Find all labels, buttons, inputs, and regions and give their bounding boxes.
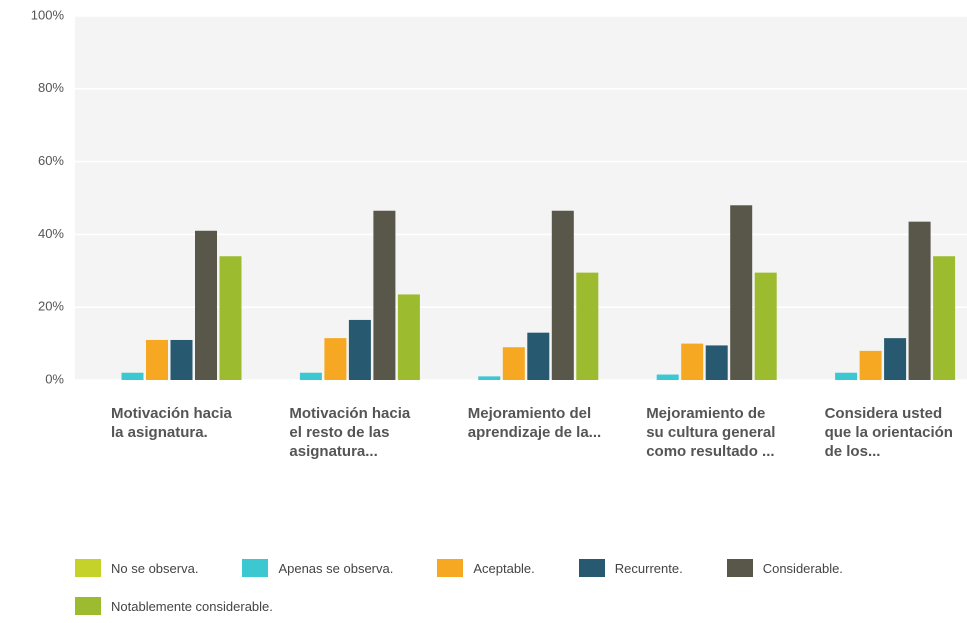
bar <box>908 221 931 380</box>
bar <box>576 272 599 380</box>
bar <box>681 343 704 380</box>
legend-swatch <box>437 559 464 577</box>
bar <box>348 319 371 380</box>
bar <box>835 372 858 380</box>
legend-label: Recurrente. <box>614 560 683 576</box>
bar <box>859 350 882 380</box>
legend-item: Recurrente. <box>578 558 683 578</box>
bar <box>373 210 396 380</box>
legend-label: Notablemente considerable. <box>111 598 273 614</box>
legend-item: Considerable. <box>726 558 843 578</box>
legend-swatch <box>242 559 269 577</box>
bar <box>933 256 956 380</box>
legend-item: Apenas se observa. <box>242 558 393 578</box>
legend-swatch <box>75 559 101 577</box>
x-tick-label: Mejoramiento del aprendizaje de la... <box>467 405 602 441</box>
y-tick-label: 80% <box>38 80 64 95</box>
bar <box>527 332 550 380</box>
legend-label: Aceptable. <box>473 560 535 576</box>
y-tick-label: 20% <box>38 299 64 314</box>
y-tick-label: 0% <box>45 371 64 386</box>
legend-label: Apenas se observa. <box>278 560 394 576</box>
legend-item: No se observa. <box>75 558 198 578</box>
legend-item: Notablemente considerable. <box>75 596 273 616</box>
bar <box>502 347 525 380</box>
bar <box>299 372 322 380</box>
legend-swatch <box>726 559 753 577</box>
bar <box>478 376 501 380</box>
bar <box>146 339 168 380</box>
bar <box>884 338 907 380</box>
bar <box>397 294 420 380</box>
y-tick-label: 60% <box>38 153 64 168</box>
legend-swatch <box>578 559 605 577</box>
legend-swatch <box>75 597 101 615</box>
bar <box>121 372 144 380</box>
bar <box>730 205 753 380</box>
bar <box>656 374 679 380</box>
bar <box>219 256 242 380</box>
legend: No se observa. Apenas se observa. Aceptabl… <box>75 558 865 616</box>
x-tick-label: Motivación hacia la asignatura. <box>111 405 232 441</box>
legend-label: No se observa. <box>111 560 199 576</box>
x-tick-label: Motivación hacia el resto de las asignat… <box>289 405 411 460</box>
y-tick-label: 100% <box>31 7 65 22</box>
legend-item: Aceptable. <box>437 558 535 578</box>
legend-label: Considerable. <box>762 560 843 576</box>
bar <box>754 272 777 380</box>
x-tick-label: Mejoramiento de su cultura general como … <box>646 405 776 460</box>
bar <box>170 339 193 380</box>
x-tick-label: Considera usted que la orientación de lo… <box>824 405 953 460</box>
bar <box>195 230 217 380</box>
bar <box>551 210 574 380</box>
bar <box>705 345 728 380</box>
y-tick-label: 40% <box>38 226 64 241</box>
bar <box>324 338 347 380</box>
